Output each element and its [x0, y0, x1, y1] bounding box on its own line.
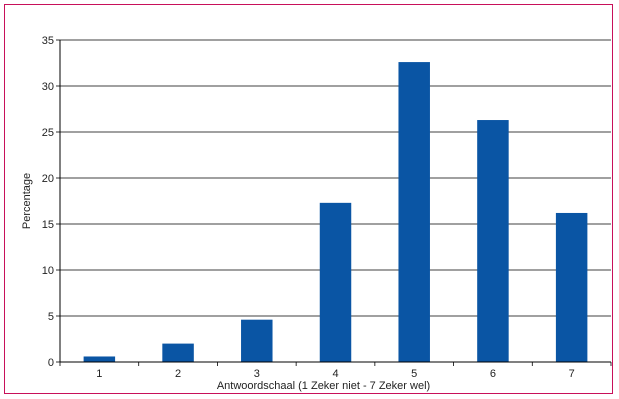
x-axis-label: Antwoordschaal (1 Zeker niet - 7 Zeker w…	[217, 380, 430, 392]
y-tick-label: 5	[48, 311, 54, 323]
chart-frame	[4, 4, 613, 394]
bar	[162, 343, 194, 362]
grid-lines	[60, 39, 611, 317]
x-tick-label: 1	[96, 368, 102, 380]
x-tick-label: 7	[569, 368, 575, 380]
y-tick-label: 30	[42, 81, 54, 93]
x-tick-label: 3	[254, 368, 260, 380]
bar	[319, 202, 352, 362]
bar	[398, 62, 430, 363]
bar	[555, 212, 588, 362]
y-tick-label: 0	[48, 357, 54, 369]
bar	[241, 319, 273, 362]
x-tick-label: 4	[332, 368, 338, 380]
y-axis-ticks: 0 5 10 15 20 25 30 35	[42, 35, 60, 369]
y-tick-label: 20	[42, 173, 54, 185]
x-tick-label: 2	[175, 368, 181, 380]
x-tick-label: 6	[490, 368, 496, 380]
bar	[477, 120, 509, 362]
bar	[83, 356, 116, 362]
x-tick-label: 5	[411, 368, 417, 380]
bar-series	[83, 62, 588, 363]
y-tick-label: 35	[42, 35, 54, 47]
y-tick-label: 15	[42, 219, 54, 231]
y-tick-label: 25	[42, 127, 54, 139]
y-axis-label: Percentage	[21, 173, 33, 229]
x-axis-ticks: 1 2 3 4 5 6 7	[59, 362, 612, 380]
y-tick-label: 10	[42, 265, 54, 277]
